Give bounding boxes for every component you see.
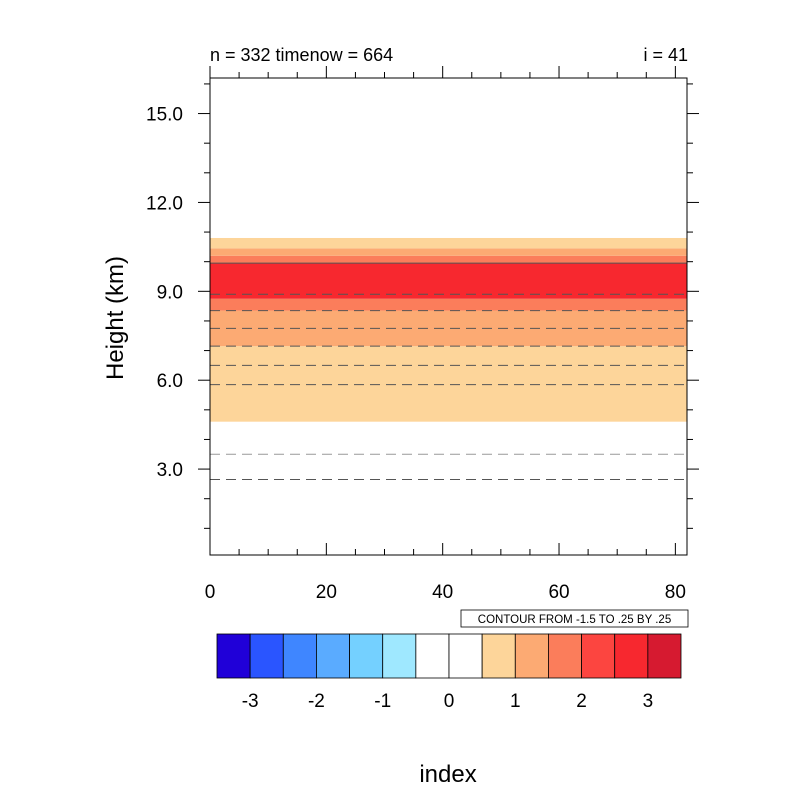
contour-band-1: [210, 310, 687, 347]
colorbar-box-6: [415, 633, 450, 679]
colorbar-box-4: [349, 633, 384, 679]
x-tick-label: 60: [548, 582, 569, 603]
colorbar-label: 3: [643, 691, 654, 712]
y-tick-label: 12.0: [146, 193, 183, 214]
x-tick-label: 0: [205, 582, 216, 603]
colorbar-box-11: [581, 633, 616, 679]
colorbar-label: 0: [444, 691, 455, 712]
colorbar-label: -1: [374, 691, 391, 712]
x-tick-label: 40: [432, 582, 453, 603]
contour-lines: [210, 262, 687, 480]
left-title: n = 332 timenow = 664: [210, 45, 393, 65]
colorbar-box-9: [514, 633, 549, 679]
colorbar-box-8: [481, 633, 516, 679]
colorbar-label: -3: [242, 691, 259, 712]
right-title: i = 41: [643, 45, 688, 65]
contour-band-6: [210, 237, 687, 249]
contour-band-5: [210, 248, 687, 256]
colorbar-box-0: [216, 633, 251, 679]
colorbar-label: 1: [510, 691, 521, 712]
contour-info-box: [460, 609, 689, 628]
contour-band-4: [210, 255, 687, 264]
colorbar-box-1: [249, 633, 284, 679]
y-tick-labels: 3.0 6.0 9.0 12.0 15.0: [146, 105, 183, 482]
colorbar-box-2: [282, 633, 317, 679]
colorbar-box-5: [382, 633, 417, 679]
x-tick-labels: 0 20 40 60 80: [205, 582, 686, 603]
y-tick-label: 15.0: [146, 105, 183, 126]
colorbar-label: 2: [576, 691, 587, 712]
contour-band-0: [210, 346, 687, 422]
contour-band-2: [210, 298, 687, 311]
colorbar-box-10: [548, 633, 582, 679]
plot-frame: [209, 77, 688, 556]
colorbar: [216, 633, 682, 679]
y-axis-label: Height (km): [102, 256, 129, 380]
x-axis-label: index: [419, 761, 476, 788]
colorbar-labels: -3 -2 -1 0 1 2 3: [242, 691, 653, 712]
x-tick-label: 80: [665, 582, 686, 603]
colorbar-box-7: [448, 633, 483, 679]
contour-info-text: CONTOUR FROM -1.5 TO .25 BY .25: [478, 614, 671, 626]
y-tick-label: 6.0: [157, 371, 183, 392]
colorbar-box-13: [647, 633, 682, 679]
colorbar-box-12: [614, 633, 649, 679]
y-tick-label: 3.0: [157, 460, 183, 481]
colorbar-label: -2: [308, 691, 325, 712]
contour-band-3: [210, 263, 687, 299]
x-tick-label: 20: [316, 582, 337, 603]
y-tick-label: 9.0: [157, 282, 183, 303]
contour-fill-bands: [210, 237, 687, 422]
colorbar-box-3: [316, 633, 350, 679]
axis-ticks: [198, 66, 699, 555]
